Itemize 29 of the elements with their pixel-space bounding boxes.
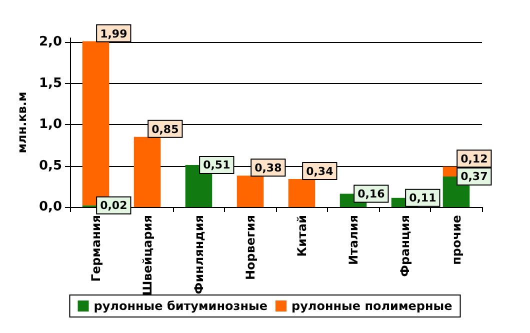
data-label: 0,34 [306,164,334,178]
y-tick-label: 1,0 [38,117,62,132]
data-label: 0,85 [152,122,179,136]
x-tick-label: Италия [346,215,360,265]
y-tick-label: 1,5 [38,76,62,91]
data-label: 0,02 [100,198,128,212]
data-label: 1,99 [100,27,128,40]
bar [134,136,161,207]
x-tick-label: Швейцария [140,215,154,296]
x-tick-label: Германия [88,215,103,282]
data-label: 0,12 [460,152,488,166]
legend-label: рулонные битуминозные [94,299,268,313]
y-axis-title: млн.кв.м [15,92,29,154]
x-tick-label: Китай [294,215,309,257]
data-label: 0,51 [203,158,230,172]
x-tick-label: прочие [449,215,464,265]
data-label: 0,37 [460,170,488,183]
data-label: 0,11 [409,191,436,204]
bar [236,176,264,207]
y-tick-label: 0,5 [38,158,62,174]
y-tick-label: 0,0 [38,200,62,214]
legend-label: рулонные полимерные [292,299,452,313]
data-label: 0,16 [358,187,386,200]
x-tick-label: Франция [398,215,412,277]
x-tick-label: Финляндия [192,215,206,294]
data-label: 0,38 [254,162,282,175]
y-tick-label: 2,0 [38,34,62,50]
bar [288,178,316,207]
x-tick-label: Норвегия [243,215,258,280]
